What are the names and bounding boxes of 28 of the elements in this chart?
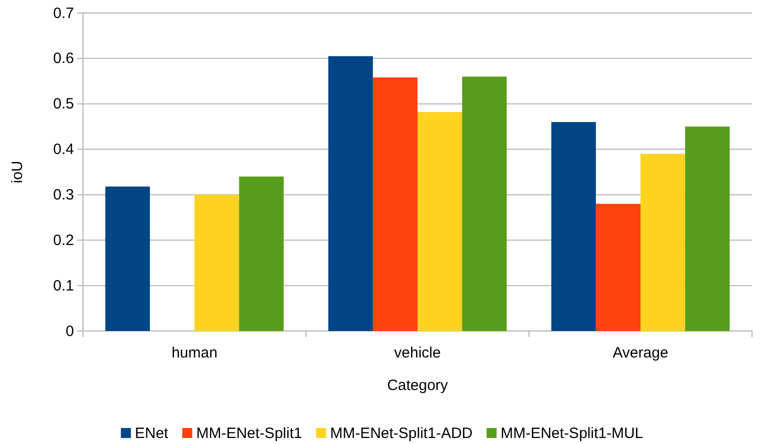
x-axis-title: Category bbox=[387, 377, 448, 394]
bar bbox=[596, 204, 640, 331]
x-tick-label: vehicle bbox=[394, 344, 441, 362]
bar bbox=[640, 154, 686, 331]
bar bbox=[239, 176, 284, 331]
y-tick-label: 0 bbox=[66, 322, 74, 340]
y-tick-label: 0.4 bbox=[53, 141, 74, 158]
y-tick-label: 0.5 bbox=[53, 96, 74, 113]
y-tick-label: 0.1 bbox=[53, 277, 74, 294]
bar bbox=[418, 112, 462, 331]
y-tick-label: 0.3 bbox=[53, 186, 74, 204]
legend-label: MM-ENet-Split1-MUL bbox=[500, 425, 644, 442]
bar bbox=[372, 78, 418, 331]
legend-label: MM-ENet-Split1 bbox=[196, 425, 302, 442]
x-tick-label: human bbox=[172, 344, 218, 362]
y-tick-label: 0.2 bbox=[53, 232, 74, 249]
legend-label: MM-ENet-Split1-ADD bbox=[330, 425, 473, 442]
bar bbox=[194, 194, 240, 331]
y-axis-title: ioU bbox=[9, 160, 26, 184]
x-tick-label: Average bbox=[612, 344, 668, 362]
y-tick-label: 0.7 bbox=[53, 4, 74, 22]
bar bbox=[685, 126, 730, 331]
bar bbox=[328, 56, 373, 331]
legend-label: ENet bbox=[134, 425, 170, 442]
y-tick-label: 0.6 bbox=[53, 50, 74, 68]
bar bbox=[462, 76, 507, 331]
bar bbox=[551, 122, 596, 331]
bar bbox=[105, 186, 150, 331]
